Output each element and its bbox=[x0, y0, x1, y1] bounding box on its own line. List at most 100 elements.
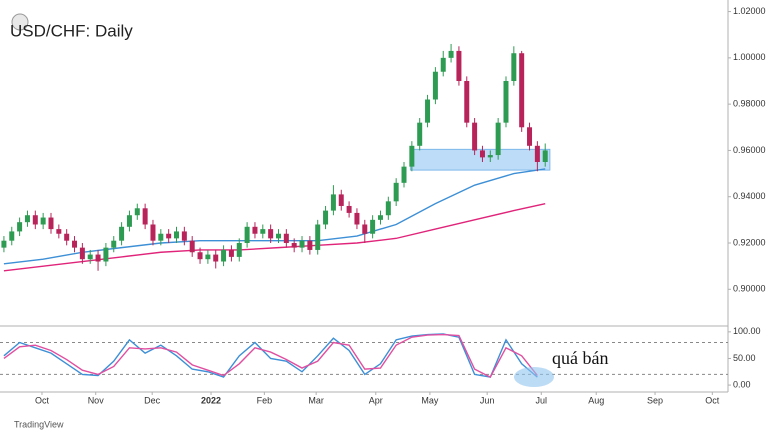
line bbox=[3, 202, 546, 272]
candle-body bbox=[338, 194, 344, 206]
candle-body bbox=[181, 231, 187, 241]
candle-body bbox=[134, 208, 140, 216]
candle-body bbox=[425, 99, 431, 123]
candle-body bbox=[244, 226, 250, 243]
candle-body bbox=[323, 210, 329, 225]
candle-body bbox=[40, 217, 46, 225]
y-tick-label: 0.98000 bbox=[733, 99, 766, 109]
candle-body bbox=[472, 122, 478, 151]
candle-body bbox=[299, 240, 305, 248]
candle-body bbox=[401, 166, 407, 183]
x-tick-label: Jul bbox=[536, 395, 548, 405]
candle-body bbox=[307, 240, 313, 250]
marks: 0.90000 0.92000 0.94000 0.96000 0.98000 1.000… bbox=[0, 6, 766, 405]
candle-body bbox=[409, 145, 415, 167]
x-tick-label: 2022 bbox=[201, 395, 221, 405]
x-tick-label: Oct bbox=[35, 395, 50, 405]
candle-body bbox=[417, 122, 423, 146]
candle-body bbox=[330, 194, 336, 211]
y-tick-label: 1.00000 bbox=[733, 52, 766, 62]
y-tick-label: 0.00 bbox=[733, 379, 751, 389]
candle-body bbox=[56, 229, 62, 234]
candle-body bbox=[393, 182, 399, 202]
candle-body bbox=[440, 57, 446, 72]
candle-body bbox=[385, 201, 391, 216]
candle-body bbox=[221, 249, 227, 262]
candle-body bbox=[87, 254, 93, 260]
candle-body bbox=[479, 150, 485, 158]
candle-body bbox=[166, 233, 172, 239]
candle-body bbox=[17, 222, 23, 232]
candle-body bbox=[354, 212, 360, 225]
line bbox=[3, 333, 538, 379]
candle-body bbox=[213, 254, 219, 262]
candle-body bbox=[534, 145, 540, 162]
candle-body bbox=[362, 224, 368, 234]
x-tick-label: Jun bbox=[480, 395, 495, 405]
candle-body bbox=[519, 53, 525, 128]
x-tick-label: May bbox=[421, 395, 439, 405]
candle-body bbox=[197, 252, 203, 260]
candle-body bbox=[464, 81, 470, 123]
y-tick-label: 1.02000 bbox=[733, 6, 766, 16]
candle-body bbox=[236, 243, 242, 257]
y-tick-label: 0.96000 bbox=[733, 145, 766, 155]
annotation: quá bán bbox=[552, 348, 608, 368]
x-tick-label: Feb bbox=[257, 395, 273, 405]
candle-body bbox=[150, 224, 156, 241]
candle-body bbox=[432, 71, 438, 100]
candle-body bbox=[174, 231, 180, 239]
candle-body bbox=[252, 226, 258, 234]
y-tick-label: 0.92000 bbox=[733, 237, 766, 247]
candle-body bbox=[370, 219, 376, 234]
candle-body bbox=[275, 233, 281, 239]
candle-body bbox=[448, 50, 454, 58]
footer: TradingView bbox=[14, 419, 64, 429]
candle-body bbox=[503, 81, 509, 123]
y-tick-label: 100.00 bbox=[733, 326, 761, 336]
candle-body bbox=[126, 215, 132, 227]
candle-body bbox=[158, 233, 164, 241]
candle-body bbox=[315, 224, 321, 250]
candle-body bbox=[377, 215, 383, 220]
x-tick-label: Dec bbox=[144, 395, 161, 405]
candle-body bbox=[205, 254, 211, 260]
y-tick-label: 0.90000 bbox=[733, 284, 766, 294]
chart-title: USD/CHF: Daily bbox=[10, 21, 133, 40]
candle-body bbox=[24, 215, 30, 223]
candle-body bbox=[95, 254, 101, 262]
candle-body bbox=[291, 243, 297, 248]
candle-body bbox=[119, 226, 125, 241]
candle-body bbox=[142, 208, 148, 225]
candle-body bbox=[72, 240, 78, 248]
candle-body bbox=[511, 53, 517, 81]
candle-body bbox=[32, 215, 38, 225]
x-tick-label: Apr bbox=[369, 395, 383, 405]
candle-body bbox=[9, 231, 15, 241]
candle-body bbox=[64, 233, 70, 241]
candle-body bbox=[268, 229, 274, 239]
y-tick-label: 0.94000 bbox=[733, 191, 766, 201]
x-tick-label: Sep bbox=[647, 395, 663, 405]
candle-body bbox=[527, 127, 533, 146]
candle-body bbox=[103, 247, 109, 262]
candle-body bbox=[260, 229, 266, 234]
y-tick-label: 50.00 bbox=[733, 353, 756, 363]
candle-body bbox=[283, 233, 289, 243]
candle-body bbox=[111, 240, 117, 248]
x-tick-label: Oct bbox=[705, 395, 720, 405]
candle-body bbox=[542, 150, 548, 162]
x-tick-label: Nov bbox=[88, 395, 105, 405]
candle-body bbox=[189, 240, 195, 253]
highlight bbox=[514, 367, 554, 387]
x-tick-label: Aug bbox=[588, 395, 604, 405]
candle-body bbox=[456, 50, 462, 81]
candle-body bbox=[487, 155, 493, 158]
candle-body bbox=[1, 240, 7, 248]
x-tick-label: Mar bbox=[308, 395, 324, 405]
logo bbox=[11, 13, 29, 31]
candle-body bbox=[228, 249, 234, 257]
